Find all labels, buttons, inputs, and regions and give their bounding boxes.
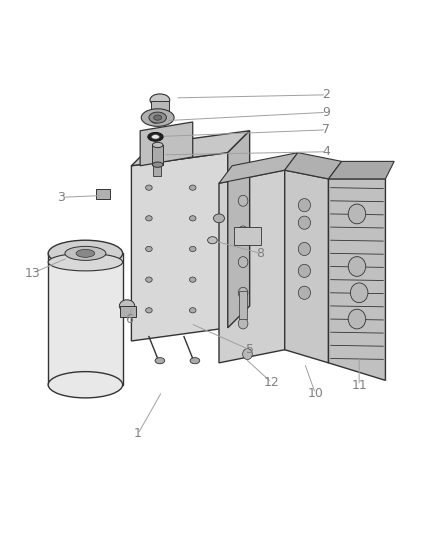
- Bar: [239, 290, 247, 319]
- Ellipse shape: [141, 109, 174, 126]
- Text: 12: 12: [264, 376, 279, 389]
- Ellipse shape: [298, 216, 311, 229]
- Polygon shape: [285, 170, 328, 363]
- Polygon shape: [131, 152, 228, 341]
- Ellipse shape: [348, 309, 366, 329]
- Bar: [120, 306, 136, 317]
- Text: 9: 9: [322, 106, 330, 119]
- Ellipse shape: [189, 246, 196, 252]
- Polygon shape: [140, 122, 193, 166]
- Ellipse shape: [350, 283, 368, 303]
- Ellipse shape: [145, 246, 152, 252]
- Ellipse shape: [119, 300, 135, 312]
- Polygon shape: [131, 131, 250, 166]
- Polygon shape: [228, 131, 250, 328]
- Ellipse shape: [76, 249, 95, 257]
- Ellipse shape: [243, 349, 252, 360]
- Ellipse shape: [145, 308, 152, 313]
- Text: 8: 8: [257, 247, 265, 260]
- Ellipse shape: [189, 216, 196, 221]
- Ellipse shape: [189, 308, 196, 313]
- Ellipse shape: [189, 185, 196, 190]
- Bar: [96, 189, 110, 199]
- Ellipse shape: [348, 204, 366, 224]
- Text: 1: 1: [134, 427, 142, 440]
- Text: 5: 5: [246, 343, 254, 356]
- Ellipse shape: [48, 372, 123, 398]
- Bar: [153, 166, 161, 176]
- Ellipse shape: [65, 246, 106, 260]
- Text: 2: 2: [322, 88, 330, 101]
- Ellipse shape: [298, 199, 311, 212]
- Bar: [151, 101, 169, 111]
- Ellipse shape: [238, 257, 248, 268]
- Ellipse shape: [238, 195, 248, 206]
- Bar: [152, 145, 163, 165]
- Ellipse shape: [152, 119, 159, 123]
- Ellipse shape: [152, 162, 163, 167]
- Text: 4: 4: [322, 146, 330, 158]
- Ellipse shape: [48, 253, 123, 271]
- Bar: [234, 227, 261, 245]
- Ellipse shape: [238, 226, 248, 237]
- Ellipse shape: [214, 214, 224, 223]
- Ellipse shape: [148, 133, 163, 141]
- Text: 11: 11: [351, 379, 367, 392]
- Ellipse shape: [152, 142, 163, 148]
- Ellipse shape: [155, 358, 165, 364]
- Ellipse shape: [147, 117, 164, 125]
- Ellipse shape: [145, 216, 152, 221]
- Ellipse shape: [145, 277, 152, 282]
- Ellipse shape: [150, 94, 170, 106]
- Ellipse shape: [208, 237, 217, 244]
- Polygon shape: [328, 161, 394, 179]
- Ellipse shape: [48, 240, 123, 266]
- Polygon shape: [219, 152, 298, 183]
- Ellipse shape: [145, 185, 152, 190]
- Ellipse shape: [298, 264, 311, 278]
- Text: 7: 7: [322, 123, 330, 136]
- Ellipse shape: [298, 243, 311, 255]
- Ellipse shape: [238, 318, 248, 329]
- Ellipse shape: [149, 112, 166, 123]
- Text: 13: 13: [25, 266, 41, 280]
- Polygon shape: [328, 179, 385, 381]
- Polygon shape: [219, 170, 285, 363]
- Text: 3: 3: [57, 191, 65, 204]
- Text: 10: 10: [307, 387, 323, 400]
- Ellipse shape: [154, 115, 162, 120]
- Ellipse shape: [190, 358, 200, 364]
- Ellipse shape: [348, 257, 366, 276]
- Polygon shape: [285, 152, 342, 179]
- Ellipse shape: [238, 287, 248, 298]
- Ellipse shape: [298, 286, 311, 300]
- Text: 6: 6: [125, 313, 133, 326]
- Polygon shape: [48, 253, 123, 385]
- Ellipse shape: [189, 277, 196, 282]
- Ellipse shape: [152, 135, 159, 139]
